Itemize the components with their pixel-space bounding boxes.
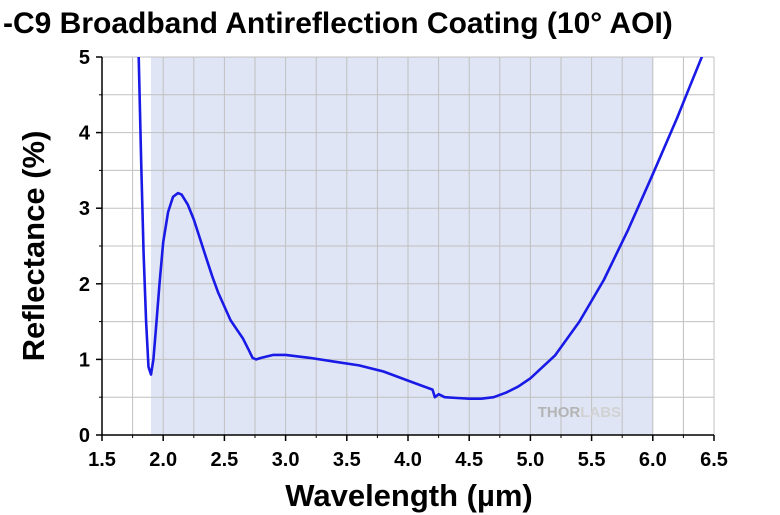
series-line-reflectance <box>137 57 704 400</box>
watermark-logo: THORLABS <box>538 404 621 421</box>
x-tick-label: 5.0 <box>516 449 544 471</box>
y-tick-label: 0 <box>79 425 90 447</box>
y-tick-label: 1 <box>79 349 90 371</box>
x-tick-label: 2.5 <box>210 449 238 471</box>
y-tick-label: 4 <box>79 123 91 145</box>
x-tick-label: 3.5 <box>333 449 361 471</box>
y-axis-title: Reflectance (%) <box>16 131 51 362</box>
y-tick-label: 2 <box>79 274 90 296</box>
y-tick-label: 5 <box>79 47 90 69</box>
x-axis-title: Wavelength (µm) <box>285 478 533 513</box>
x-tick-label: 6.5 <box>700 449 728 471</box>
chart-title: -C9 Broadband Antireflection Coating (10… <box>3 7 673 40</box>
y-tick-label: 3 <box>79 198 90 220</box>
plot-area: THORLABS 1.5 2.0 2.5 3.0 3.5 4.0 4.5 5.0 5.5 6.0 6.… <box>79 47 728 471</box>
x-tick-label: 6.0 <box>639 449 667 471</box>
x-tick-label: 3.0 <box>272 449 300 471</box>
x-tick-label: 1.5 <box>88 449 116 471</box>
x-tick-label: 4.5 <box>455 449 483 471</box>
x-tick-label: 4.0 <box>394 449 422 471</box>
x-tick-label: 5.5 <box>578 449 606 471</box>
x-tick-label: 2.0 <box>149 449 177 471</box>
